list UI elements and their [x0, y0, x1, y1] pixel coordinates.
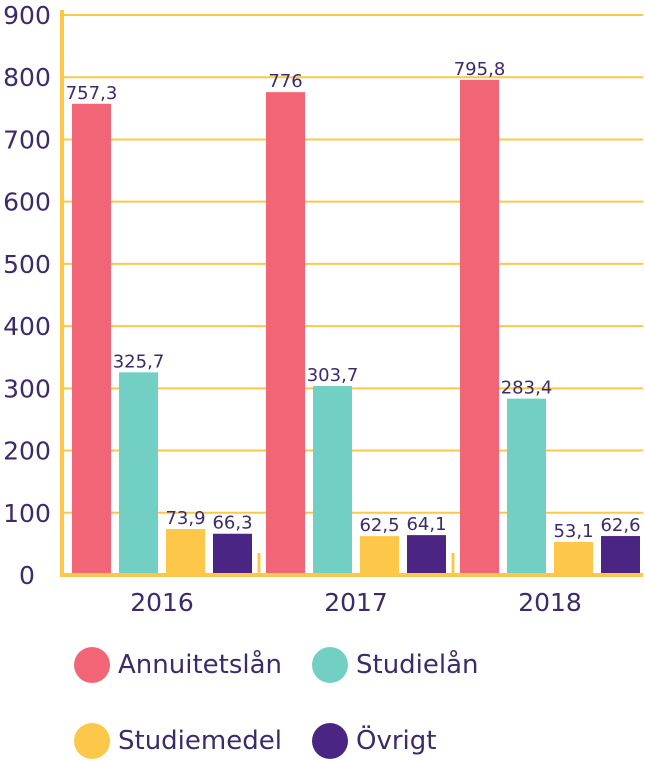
y-tick-label-800: 800: [3, 63, 51, 92]
data-label-studiemedel-2016: 73,9: [165, 508, 205, 529]
legend-label-studielan: Studielån: [356, 650, 479, 680]
data-label-studielan-2018: 283,4: [501, 378, 553, 399]
x-tick-label-2017: 2017: [324, 588, 388, 617]
bar-studiemedel-2018: [554, 541, 593, 575]
data-label-ovrigt-2016: 66,3: [212, 513, 252, 534]
legend-swatch-studielan: [312, 647, 348, 683]
legend-item-annuitetslan: Annuitetslån: [74, 647, 282, 683]
y-tick-label-600: 600: [3, 188, 51, 217]
bar-studiemedel-2017: [360, 536, 399, 575]
y-axis-ticks: 0 100 200 300 400 500 600 700 800 900: [3, 1, 51, 590]
bar-ovrigt-2017: [407, 535, 446, 575]
y-tick-label-200: 200: [3, 437, 51, 466]
data-label-studiemedel-2018: 53,1: [553, 521, 593, 542]
y-tick-label-400: 400: [3, 312, 51, 341]
y-tick-label-700: 700: [3, 125, 51, 154]
data-label-ovrigt-2018: 62,6: [600, 515, 640, 536]
data-label-studielan-2017: 303,7: [307, 365, 359, 386]
y-tick-label-500: 500: [3, 250, 51, 279]
bar-annuitetslan-2018: [460, 79, 499, 575]
bar-ovrigt-2016: [213, 533, 252, 575]
bar-studielan-2018: [507, 398, 546, 575]
x-tick-label-2018: 2018: [518, 588, 582, 617]
legend-label-ovrigt: Övrigt: [356, 726, 437, 756]
bar-ovrigt-2018: [601, 536, 640, 575]
bars: [72, 79, 640, 576]
legend-item-ovrigt: Övrigt: [312, 723, 436, 759]
bar-annuitetslan-2017: [266, 92, 305, 576]
legend-label-annuitetslan: Annuitetslån: [118, 650, 283, 680]
x-tick-label-2016: 2016: [130, 588, 194, 617]
legend-item-studiemedel: Studiemedel: [74, 723, 282, 759]
y-tick-label-100: 100: [3, 499, 51, 528]
legend-swatch-studiemedel: [74, 723, 110, 759]
bar-studielan-2017: [313, 386, 352, 575]
data-label-annuitetslan-2016: 757,3: [66, 83, 118, 104]
data-label-studiemedel-2017: 62,5: [359, 515, 399, 536]
legend-swatch-ovrigt: [312, 723, 348, 759]
legend-swatch-annuitetslan: [74, 647, 110, 683]
data-label-annuitetslan-2018: 795,8: [454, 59, 506, 80]
bar-studielan-2016: [119, 372, 158, 575]
y-tick-label-900: 900: [3, 1, 51, 30]
y-tick-label-300: 300: [3, 374, 51, 403]
data-labels: 757,3 325,7 73,9 66,3 776 303,7 62,5 64,1 795,8 2…: [66, 59, 641, 542]
bar-annuitetslan-2016: [72, 103, 111, 576]
x-axis-ticks: 2016 2017 2018: [130, 588, 582, 617]
legend-item-studielan: Studielån: [312, 647, 479, 683]
axes: [60, 10, 643, 577]
data-label-annuitetslan-2017: 776: [268, 71, 302, 92]
legend-label-studiemedel: Studiemedel: [118, 726, 282, 756]
bar-studiemedel-2016: [166, 529, 205, 575]
y-tick-label-0: 0: [19, 561, 35, 590]
data-label-studielan-2016: 325,7: [113, 351, 165, 372]
gridlines: [62, 14, 643, 514]
data-label-ovrigt-2017: 64,1: [406, 514, 446, 535]
